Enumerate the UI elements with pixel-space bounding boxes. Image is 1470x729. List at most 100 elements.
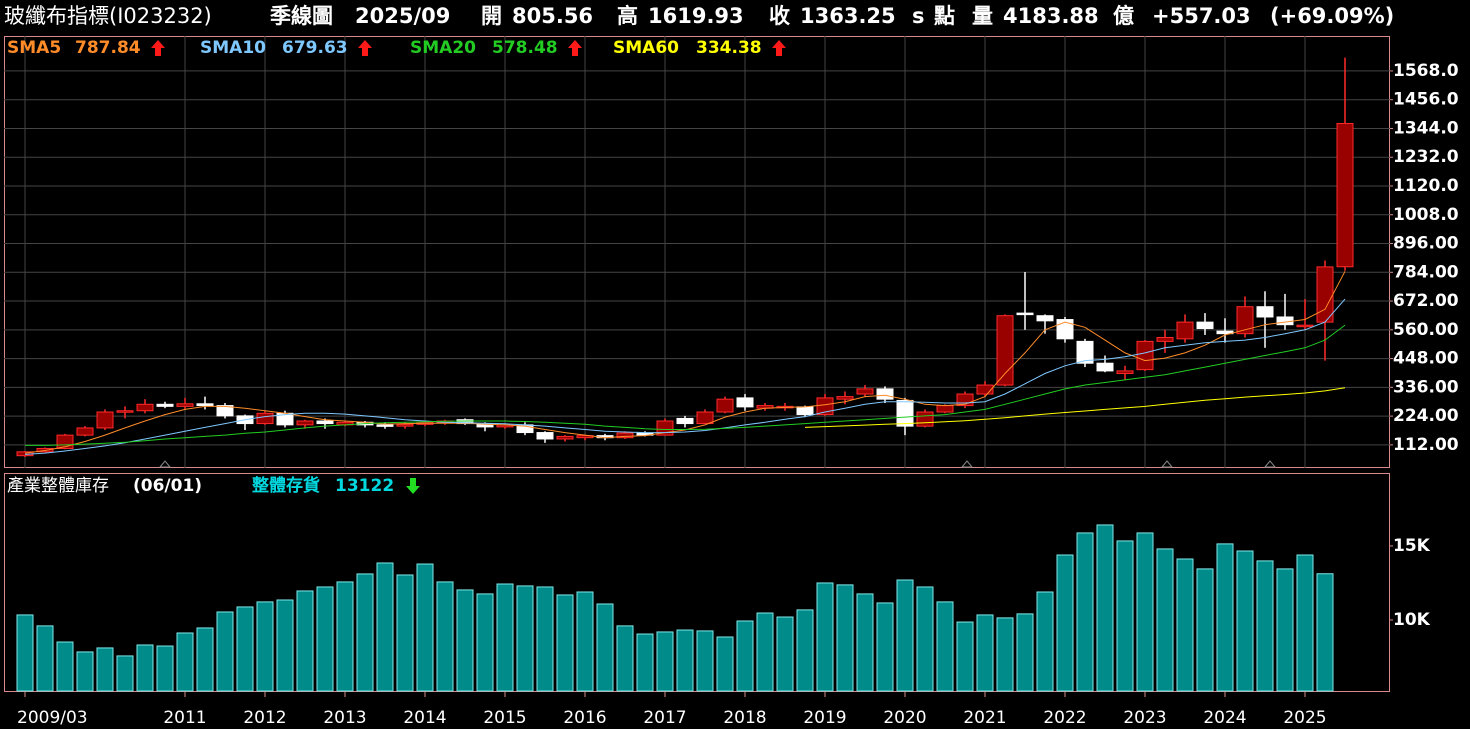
bar <box>196 627 214 692</box>
change: +557.03 <box>1152 4 1251 28</box>
candle-body <box>876 388 894 400</box>
x-tick-label: 2013 <box>323 708 366 728</box>
bar <box>1176 558 1194 692</box>
candle-body <box>76 427 94 436</box>
candle-body <box>136 403 154 412</box>
bar <box>1016 613 1034 692</box>
candle-body <box>676 417 694 425</box>
candle-body <box>396 423 414 427</box>
y-tick-label: 560.00 <box>1393 320 1459 340</box>
bar <box>1296 554 1314 692</box>
change-pct: (+69.09%) <box>1270 4 1394 28</box>
signal-marker <box>1160 460 1174 468</box>
price-panel <box>4 36 1390 468</box>
y-tick-label: 1008.0 <box>1393 205 1459 225</box>
bar <box>596 603 614 692</box>
bar <box>156 645 174 692</box>
bar <box>736 620 754 692</box>
candle-body <box>176 403 194 407</box>
bar <box>616 625 634 692</box>
high-label: 高 <box>617 4 638 28</box>
candle-body <box>1076 340 1094 364</box>
bar <box>476 593 494 692</box>
bar <box>1096 524 1114 692</box>
bar <box>316 586 334 692</box>
candle-body <box>376 424 394 427</box>
inventory-title: 產業整體庫存 <box>7 476 109 496</box>
bar <box>936 601 954 692</box>
candle-body <box>156 403 174 407</box>
inventory-panel <box>4 473 1390 692</box>
bar <box>816 582 834 692</box>
inventory-last-value: 13122 <box>335 476 394 496</box>
legend-value: 334.38 <box>696 38 762 58</box>
candle-body <box>1296 324 1314 328</box>
bar <box>76 651 94 692</box>
bar <box>516 585 534 692</box>
bar <box>1276 568 1294 692</box>
candle-body <box>216 405 234 417</box>
bar <box>1216 543 1234 692</box>
signal-marker <box>1263 460 1277 468</box>
candle-body <box>316 420 334 425</box>
y-tick-label: 672.00 <box>1393 291 1459 311</box>
marks <box>16 57 1354 692</box>
signal-marker <box>158 460 172 468</box>
bar <box>676 629 694 692</box>
bar <box>1236 550 1254 692</box>
x-tick-label: 2015 <box>483 708 526 728</box>
up-arrow <box>358 40 372 56</box>
bar <box>696 630 714 692</box>
sma-line <box>24 298 1346 455</box>
period: 季線圖 <box>270 4 333 28</box>
candle-body <box>716 398 734 413</box>
bar <box>1036 591 1054 692</box>
bar <box>96 647 114 692</box>
bar <box>796 609 814 692</box>
candle-body <box>796 406 814 416</box>
y-tick-label: 1120.0 <box>1393 176 1459 196</box>
candle-body <box>996 315 1014 386</box>
x-tick-label: 2017 <box>643 708 686 728</box>
sma-line <box>25 324 1346 446</box>
candle-body <box>256 412 274 425</box>
inventory-series-name: 整體存貨 <box>252 475 320 496</box>
y-tick-label: 448.00 <box>1393 349 1459 369</box>
candle-body <box>1316 266 1334 323</box>
inventory-date: (06/01) <box>133 476 202 496</box>
open-label: 開 <box>481 4 502 28</box>
bar <box>416 563 434 692</box>
bar <box>456 589 474 692</box>
x-tick-label: 2009/03 <box>17 708 88 728</box>
bar <box>856 593 874 692</box>
candle-body <box>896 399 914 427</box>
candle-body <box>696 411 714 425</box>
bar <box>436 581 454 692</box>
legend-name: SMA5 <box>7 38 61 58</box>
candle-body <box>916 411 934 427</box>
candle-body <box>836 396 854 400</box>
bar <box>116 655 134 692</box>
bar <box>996 617 1014 692</box>
bar <box>336 581 354 692</box>
open-value: 805.56 <box>512 4 593 28</box>
y-tick-label: 896.00 <box>1393 234 1459 254</box>
candle-body <box>1256 306 1274 318</box>
y-tick-label: 1456.0 <box>1393 90 1459 110</box>
bar <box>1316 573 1334 692</box>
bar <box>636 633 654 692</box>
y-tick-label: 224.00 <box>1393 406 1459 426</box>
x-tick-label: 2025 <box>1283 708 1326 728</box>
bar <box>896 579 914 692</box>
bar <box>1076 532 1094 692</box>
signal-markers <box>158 460 1277 468</box>
x-tick-label: 2023 <box>1123 708 1166 728</box>
x-tick-label: 2014 <box>403 708 446 728</box>
bar <box>256 601 274 692</box>
candle-body <box>616 432 634 439</box>
bar <box>976 614 994 692</box>
bar <box>556 594 574 692</box>
close-value: 1363.25 <box>800 4 896 28</box>
bar <box>1156 548 1174 692</box>
x-tick-label: 2011 <box>163 708 206 728</box>
